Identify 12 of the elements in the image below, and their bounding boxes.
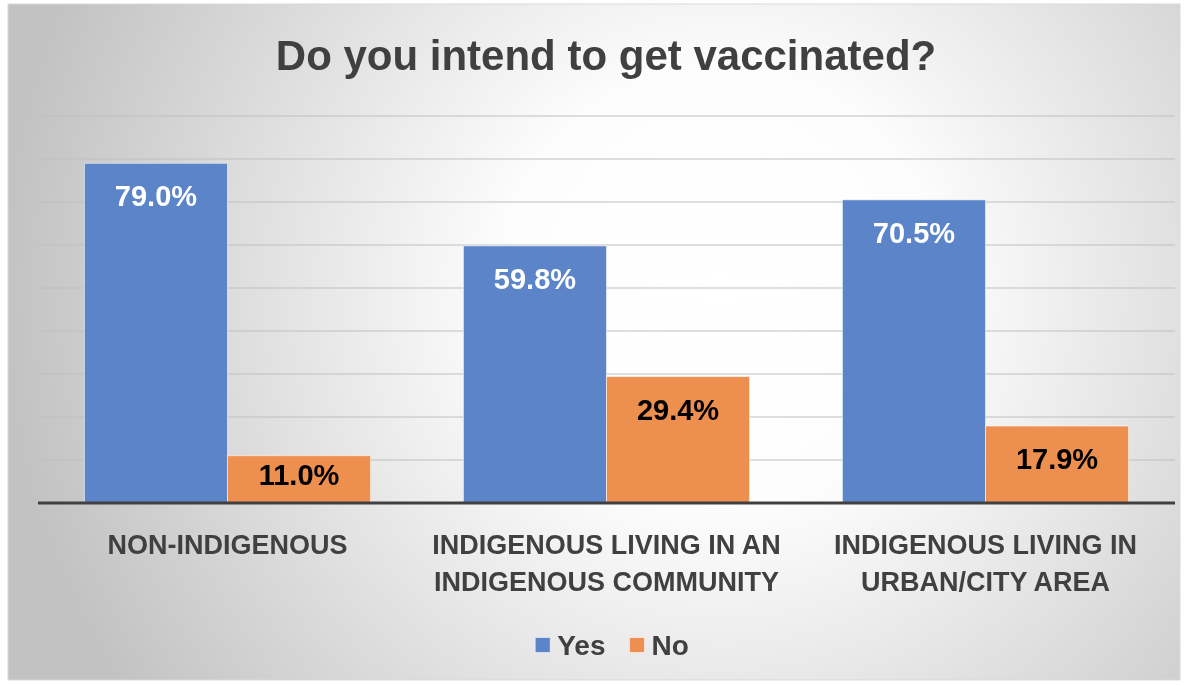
data-label: 70.5% <box>872 216 956 249</box>
data-label: 17.9% <box>1015 443 1099 476</box>
legend-label: Yes <box>557 630 606 662</box>
chart-title: Do you intend to get vaccinated? <box>275 31 937 79</box>
legend-label: No <box>651 630 689 662</box>
data-label: 11.0% <box>258 459 340 492</box>
x-tick-label: NON-INDIGENOUS <box>107 530 348 560</box>
data-label: 79.0% <box>114 180 198 213</box>
x-tick-label: INDIGENOUS LIVING IN URBAN/CITY AREA <box>833 530 1138 597</box>
x-tick-label: INDIGENOUS LIVING IN AN INDIGENOUS COMMUNITY <box>432 530 781 597</box>
data-label: 59.8% <box>493 262 577 295</box>
data-label: 29.4% <box>636 393 720 426</box>
